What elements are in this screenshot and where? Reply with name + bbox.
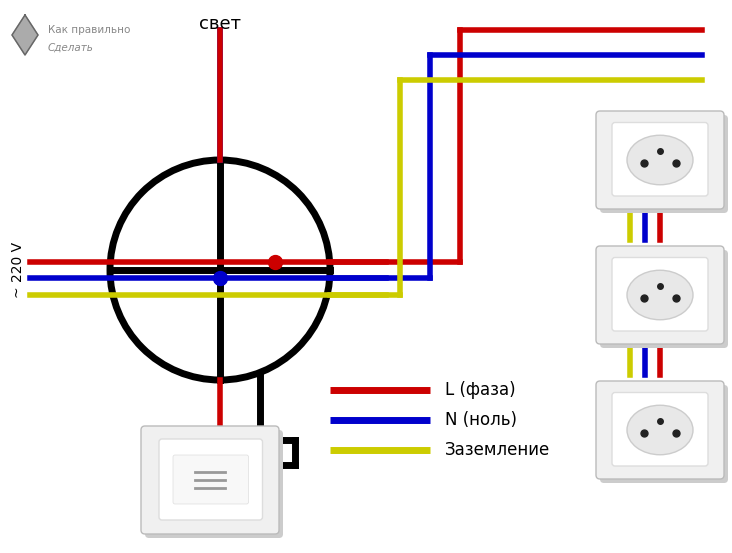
Text: Сделать: Сделать [48,43,94,53]
FancyBboxPatch shape [173,455,248,504]
FancyBboxPatch shape [600,250,728,348]
FancyBboxPatch shape [612,123,708,196]
FancyBboxPatch shape [612,393,708,466]
Text: L (фаза): L (фаза) [445,381,515,399]
Text: Заземление: Заземление [445,441,550,459]
FancyBboxPatch shape [600,115,728,213]
Ellipse shape [627,270,693,320]
Polygon shape [12,15,38,55]
FancyBboxPatch shape [596,381,724,479]
Ellipse shape [627,135,693,185]
FancyBboxPatch shape [159,439,263,520]
Text: Как правильно: Как правильно [48,25,130,35]
Text: N (ноль): N (ноль) [445,411,517,429]
FancyBboxPatch shape [141,426,279,534]
FancyBboxPatch shape [596,246,724,344]
FancyBboxPatch shape [600,385,728,483]
Ellipse shape [627,405,693,455]
FancyBboxPatch shape [596,111,724,209]
Text: свет: свет [199,15,241,33]
Text: ~ 220 V: ~ 220 V [11,242,25,298]
FancyBboxPatch shape [3,3,142,72]
FancyBboxPatch shape [612,258,708,331]
FancyBboxPatch shape [145,430,283,538]
